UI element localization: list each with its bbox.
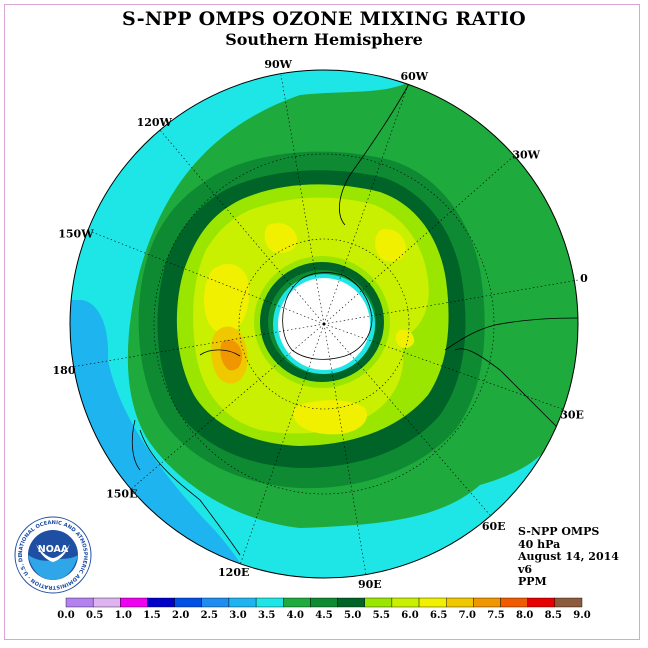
colorbar-tick-label: 7.5	[487, 610, 504, 621]
map-boundary	[69, 69, 579, 579]
colorbar-tick-label: 5.0	[344, 610, 361, 621]
ozone-field	[70, 70, 578, 578]
colorbar-swatch	[201, 597, 230, 608]
lon-label-150e: 150E	[106, 488, 137, 501]
colorbar-swatch	[554, 597, 583, 608]
colorbar-swatch	[174, 597, 202, 608]
coastlines	[131, 81, 578, 556]
graticule	[71, 74, 579, 576]
colorbar-tick-label: 3.0	[229, 610, 246, 621]
map-subtitle: Southern Hemisphere	[225, 30, 423, 49]
lon-label-180: 180	[53, 364, 76, 377]
colorbar-swatch	[337, 597, 365, 608]
info-block: S-NPP OMPS 40 hPa August 14, 2014 v6 PPM	[518, 525, 619, 589]
colorbar-swatch	[147, 597, 175, 608]
colorbar-tick-label: 5.5	[373, 610, 390, 621]
colorbar-swatch	[120, 597, 148, 608]
lon-label-150w: 150W	[58, 228, 94, 241]
colorbar-tick-label: 7.0	[459, 610, 476, 621]
colorbar-swatch	[418, 597, 447, 608]
colorbar-swatch	[92, 597, 121, 608]
colorbar-tick-label: 6.5	[430, 610, 447, 621]
colorbar-swatch	[364, 597, 393, 608]
contour-6.5	[204, 264, 250, 334]
map-frame	[4, 4, 640, 640]
version-label: v6	[518, 562, 533, 576]
lon-label-90e: 90E	[358, 578, 382, 591]
lon-label-120e: 120E	[218, 566, 249, 579]
colorbar-tick-label: 0.0	[57, 610, 74, 621]
lon-label-0: 0	[580, 272, 588, 285]
colorbar-tick-label: 9.0	[573, 610, 590, 621]
colorbar-swatch	[255, 597, 284, 608]
colorbar-tick-label: 2.5	[201, 610, 218, 621]
lon-label-30e: 30E	[560, 408, 584, 421]
colorbar-tick-label: 1.0	[115, 610, 132, 621]
contour-7.5	[220, 339, 243, 371]
colorbar-swatch	[473, 597, 501, 608]
south-pole-marker	[322, 322, 326, 326]
colorbar-swatch	[310, 597, 338, 608]
noaa-logo: NATIONAL OCEANIC AND ATMOSPHERIC ADMINIS…	[14, 516, 92, 594]
colorbar-tick-label: 2.0	[172, 610, 189, 621]
colorbar-tick-label: 4.0	[287, 610, 304, 621]
colorbar-swatch	[228, 597, 257, 608]
instrument-label: S-NPP OMPS	[518, 525, 600, 538]
date-label: August 14, 2014	[518, 550, 619, 564]
colorbar-swatch	[391, 597, 420, 608]
colorbar-tick-label: 6.0	[401, 610, 418, 621]
lon-label-60e: 60E	[482, 520, 506, 533]
colorbar: 0.0 0.5 1.0 1.5 2.0 2.5 3.0 3.5 4.0 4.5 5.0 5.5 6.0 6…	[57, 597, 591, 621]
colorbar-swatch	[446, 597, 474, 608]
colorbar-tick-label: 1.5	[143, 610, 160, 621]
colorbar-swatch	[500, 597, 528, 608]
logo-text: NOAA	[38, 544, 69, 555]
colorbar-tick-label: 4.5	[315, 610, 332, 621]
colorbar-swatch	[283, 597, 311, 608]
lon-label-30w: 30W	[512, 148, 540, 161]
colorbar-tick-label: 3.5	[258, 610, 275, 621]
colorbar-tick-label: 8.0	[516, 610, 533, 621]
lon-label-60w: 60W	[400, 70, 428, 83]
colorbar-tick-label: 0.5	[86, 610, 103, 621]
longitude-labels: 90W 60W 120W 30W 150W 0 180 30E 150E 60E 120E 90E	[53, 58, 589, 591]
lon-label-90w: 90W	[264, 58, 292, 71]
lon-label-120w: 120W	[137, 116, 173, 129]
colorbar-swatch	[65, 597, 94, 608]
colorbar-tick-label: 8.5	[545, 610, 562, 621]
units-label: PPM	[518, 575, 547, 589]
colorbar-swatch	[527, 597, 556, 608]
map-title: S-NPP OMPS OZONE MIXING RATIO	[121, 8, 527, 30]
pressure-level: 40 hPa	[518, 537, 561, 551]
